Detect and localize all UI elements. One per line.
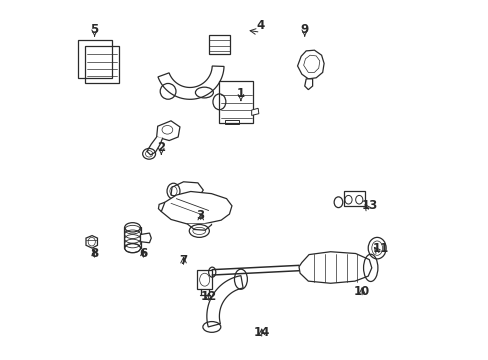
Bar <box>197 270 212 289</box>
Text: 3: 3 <box>196 210 204 222</box>
Text: 7: 7 <box>179 254 187 267</box>
Bar <box>224 120 239 125</box>
Text: 2: 2 <box>157 141 165 154</box>
Polygon shape <box>158 66 224 99</box>
Polygon shape <box>297 50 324 79</box>
Polygon shape <box>251 108 258 116</box>
Text: 5: 5 <box>90 23 99 36</box>
Polygon shape <box>86 235 97 248</box>
Text: 9: 9 <box>300 23 308 36</box>
Polygon shape <box>156 121 180 140</box>
Bar <box>344 191 364 206</box>
Text: 10: 10 <box>353 285 369 298</box>
PathPatch shape <box>147 137 163 155</box>
Text: 8: 8 <box>90 247 99 260</box>
Text: 6: 6 <box>139 247 147 260</box>
Text: 4: 4 <box>256 19 264 32</box>
Polygon shape <box>206 276 243 327</box>
Polygon shape <box>298 252 371 283</box>
Text: 12: 12 <box>200 290 216 303</box>
PathPatch shape <box>187 224 211 230</box>
Polygon shape <box>161 192 231 224</box>
Text: 14: 14 <box>253 326 269 339</box>
Bar <box>85 45 119 83</box>
Bar <box>208 35 230 54</box>
Text: 11: 11 <box>372 242 388 255</box>
Bar <box>219 81 253 123</box>
Polygon shape <box>303 55 319 72</box>
Bar <box>78 40 112 78</box>
Text: 1: 1 <box>236 87 244 100</box>
Text: 13: 13 <box>361 199 377 212</box>
Polygon shape <box>304 79 312 90</box>
Polygon shape <box>171 182 203 199</box>
Polygon shape <box>140 233 151 243</box>
